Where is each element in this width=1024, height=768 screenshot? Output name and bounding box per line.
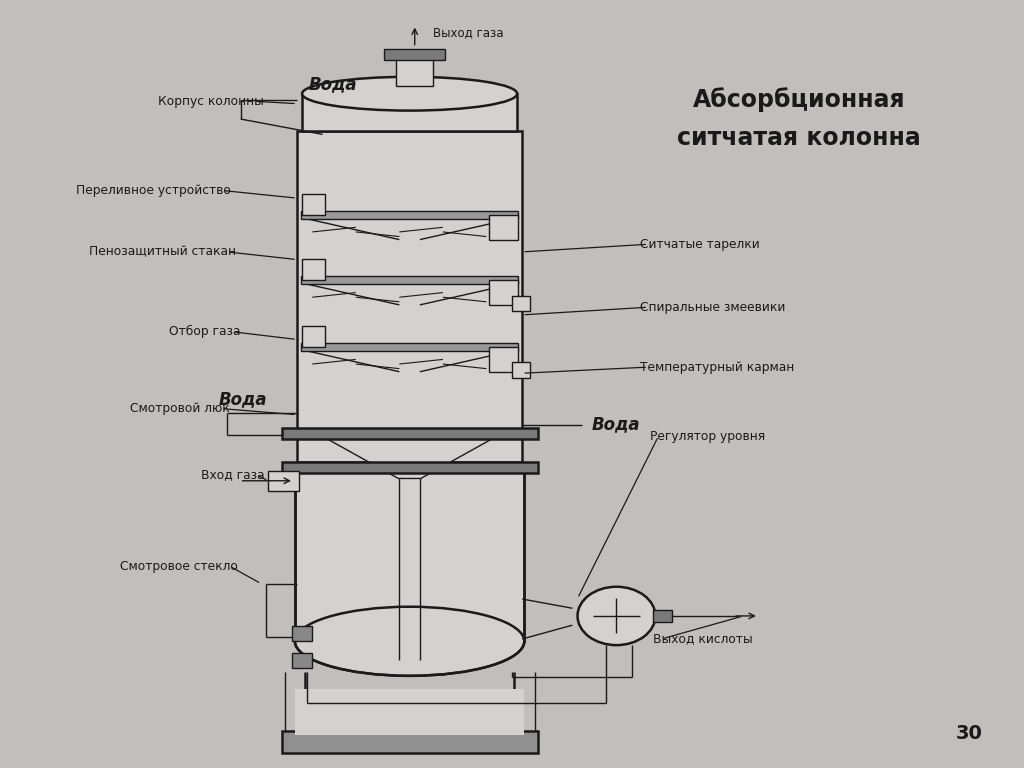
Text: Смотровое стекло: Смотровое стекло bbox=[120, 560, 238, 572]
Bar bbox=[302, 194, 325, 215]
Text: Регулятор уровня: Регулятор уровня bbox=[650, 430, 765, 442]
Bar bbox=[396, 55, 433, 86]
Bar bbox=[301, 343, 518, 351]
Bar bbox=[489, 280, 518, 305]
Bar bbox=[489, 347, 518, 372]
Bar bbox=[384, 49, 445, 60]
Bar bbox=[268, 471, 299, 491]
Bar bbox=[301, 276, 518, 284]
Bar bbox=[512, 362, 530, 378]
Polygon shape bbox=[326, 438, 495, 478]
Text: 30: 30 bbox=[956, 724, 983, 743]
Text: Абсорбционная: Абсорбционная bbox=[692, 88, 905, 112]
Text: Отбор газа: Отбор газа bbox=[169, 325, 241, 339]
Bar bbox=[297, 131, 522, 462]
Ellipse shape bbox=[302, 77, 517, 111]
Text: Вход газа: Вход газа bbox=[201, 468, 264, 481]
Bar bbox=[295, 468, 524, 641]
Bar bbox=[292, 626, 312, 641]
Text: Вода: Вода bbox=[308, 75, 357, 94]
Bar bbox=[282, 428, 538, 439]
Text: Выход кислоты: Выход кислоты bbox=[653, 633, 753, 645]
Bar bbox=[512, 296, 530, 311]
Text: Корпус колонны: Корпус колонны bbox=[159, 95, 264, 108]
Circle shape bbox=[578, 587, 655, 645]
Text: Выход газа: Выход газа bbox=[433, 26, 504, 38]
Text: Спиральные змеевики: Спиральные змеевики bbox=[640, 301, 785, 313]
Bar bbox=[302, 259, 325, 280]
Text: Вода: Вода bbox=[592, 415, 640, 434]
Bar bbox=[282, 731, 538, 753]
Text: Ситчатые тарелки: Ситчатые тарелки bbox=[640, 238, 760, 250]
Text: ситчатая колонна: ситчатая колонна bbox=[677, 126, 921, 151]
Text: Пенозащитный стакан: Пенозащитный стакан bbox=[88, 246, 236, 258]
Bar bbox=[302, 94, 517, 131]
Ellipse shape bbox=[295, 607, 524, 676]
Bar bbox=[295, 689, 524, 735]
Text: Температурный карман: Температурный карман bbox=[640, 361, 795, 373]
Bar bbox=[292, 653, 312, 668]
Bar bbox=[301, 211, 518, 219]
Bar bbox=[489, 215, 518, 240]
Bar bbox=[653, 610, 672, 622]
Text: Вода: Вода bbox=[218, 390, 267, 409]
Text: Смотровой люк: Смотровой люк bbox=[130, 402, 229, 415]
Bar bbox=[282, 462, 538, 473]
Text: Переливное устройство: Переливное устройство bbox=[76, 184, 230, 197]
Bar bbox=[302, 326, 325, 347]
